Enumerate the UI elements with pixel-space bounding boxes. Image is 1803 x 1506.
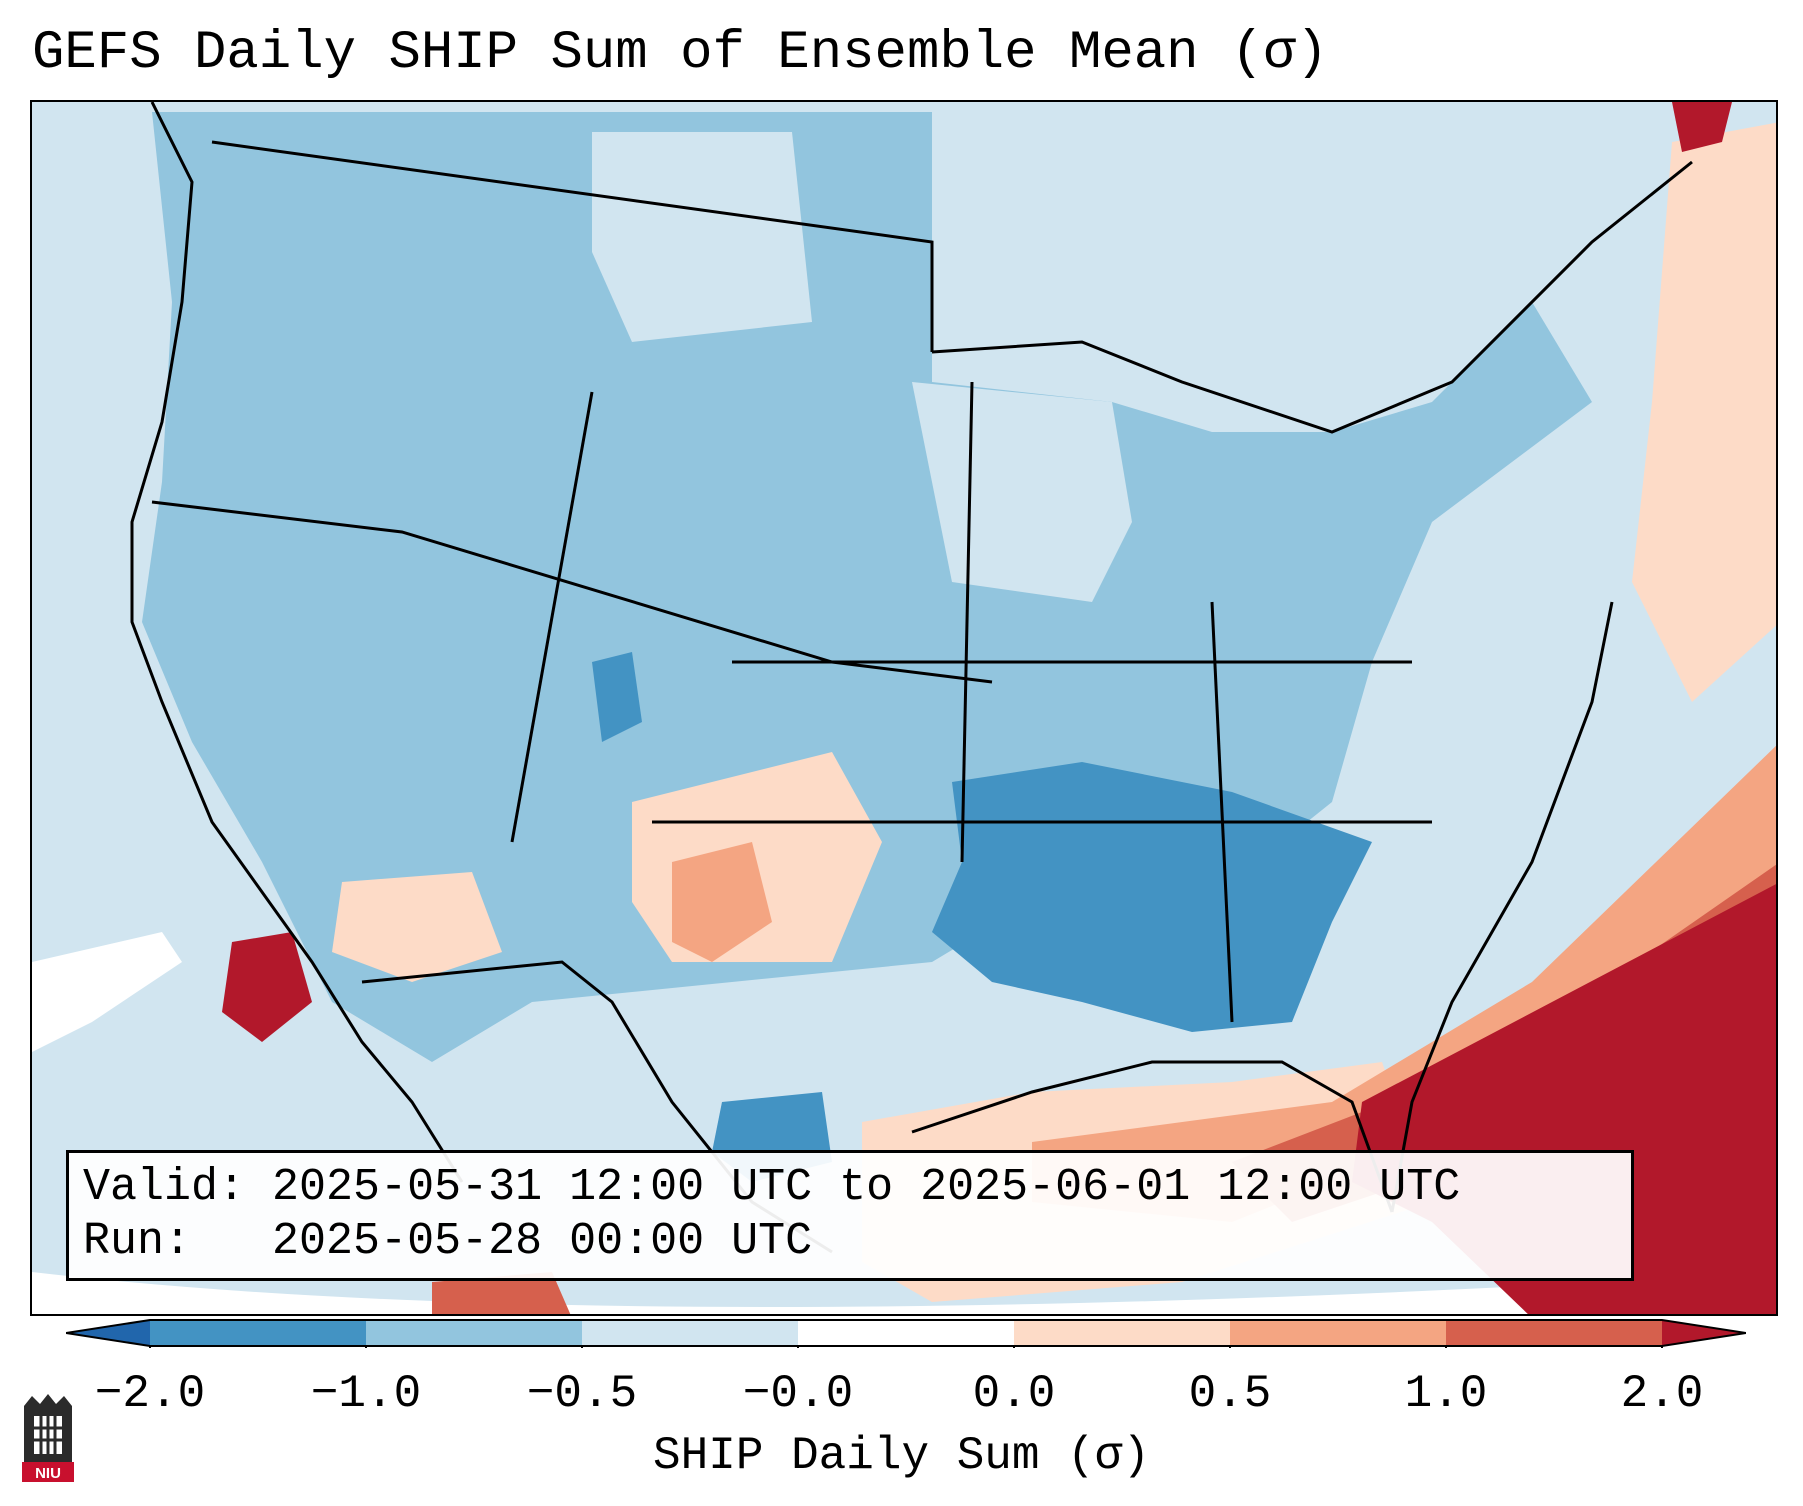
colorbar-seg-neg2-neg1 xyxy=(150,1320,366,1346)
colorbar-tick-label: 1.0 xyxy=(1404,1368,1488,1420)
state-line-1 xyxy=(151,500,993,684)
gulf-coastline xyxy=(911,1060,1394,1213)
canada-border-east xyxy=(931,160,1693,434)
colorbar-tick-label: −0.0 xyxy=(742,1368,854,1420)
field-gt2-northeast xyxy=(1672,102,1732,152)
colorbar-seg-neg05-0 xyxy=(582,1320,798,1346)
colorbar-extend-low xyxy=(66,1320,150,1346)
colorbar-tick-label: 2.0 xyxy=(1620,1368,1704,1420)
zero-region-pacific xyxy=(32,932,182,1052)
valid-value: 2025-05-31 12:00 UTC to 2025-06-01 12:00… xyxy=(272,1162,1461,1213)
valid-row: Valid: 2025-05-31 12:00 UTC to 2025-06-0… xyxy=(83,1161,1617,1215)
colorbar-seg-neg1-neg05 xyxy=(366,1320,582,1346)
field-neg05-0-upper-midwest xyxy=(912,382,1132,602)
chart-title: GEFS Daily SHIP Sum of Ensemble Mean (σ) xyxy=(32,23,1329,84)
colorbar-tick-label: −0.5 xyxy=(526,1368,638,1420)
valid-label: Valid: xyxy=(83,1162,246,1213)
colorbar-label: SHIP Daily Sum (σ) xyxy=(653,1430,1150,1482)
run-info-box: Valid: 2025-05-31 12:00 UTC to 2025-06-0… xyxy=(66,1150,1634,1281)
colorbar-seg-05-1 xyxy=(1230,1320,1446,1346)
field-neg2-neg1-colorado xyxy=(592,652,642,742)
field-neg05-0-northern-plains xyxy=(592,132,812,342)
state-line-2 xyxy=(510,391,594,843)
colorbar xyxy=(66,1319,1746,1348)
colorbar-tick-label: 0.5 xyxy=(1188,1368,1272,1420)
colorbar-tick-label: −1.0 xyxy=(310,1368,422,1420)
atlantic-coastline xyxy=(1390,601,1614,1213)
state-line-4 xyxy=(1210,601,1234,1023)
field-05-1-panhandle xyxy=(672,842,772,962)
run-label: Run: xyxy=(83,1216,192,1267)
logo-text: NIU xyxy=(35,1465,61,1482)
colorbar-seg-1-2 xyxy=(1446,1320,1662,1346)
field-1-2-south xyxy=(432,1272,571,1314)
colorbar-tick-label: −2.0 xyxy=(94,1368,206,1420)
niu-logo: NIU xyxy=(22,1394,74,1482)
pacific-coastline xyxy=(130,102,464,1183)
canada-border-west xyxy=(211,140,934,352)
state-line-3 xyxy=(960,381,974,863)
colorbar-extend-high xyxy=(1662,1320,1746,1346)
run-row: Run: 2025-05-28 00:00 UTC xyxy=(83,1215,1617,1269)
political-borders xyxy=(130,102,1693,1254)
field-0-05-arizona xyxy=(332,872,502,982)
colorbar-seg-zero xyxy=(798,1320,1014,1346)
ship-field-map xyxy=(32,102,1776,1314)
run-value: 2025-05-28 00:00 UTC xyxy=(272,1216,813,1267)
field-neg2-neg1-southeast xyxy=(932,762,1372,1032)
colorbar-seg-0-05 xyxy=(1014,1320,1230,1346)
map-panel xyxy=(30,100,1778,1316)
field-gt2-baja xyxy=(222,932,312,1042)
field-0-05-atlantic xyxy=(1632,122,1776,702)
colorbar-tick-label: 0.0 xyxy=(972,1368,1056,1420)
